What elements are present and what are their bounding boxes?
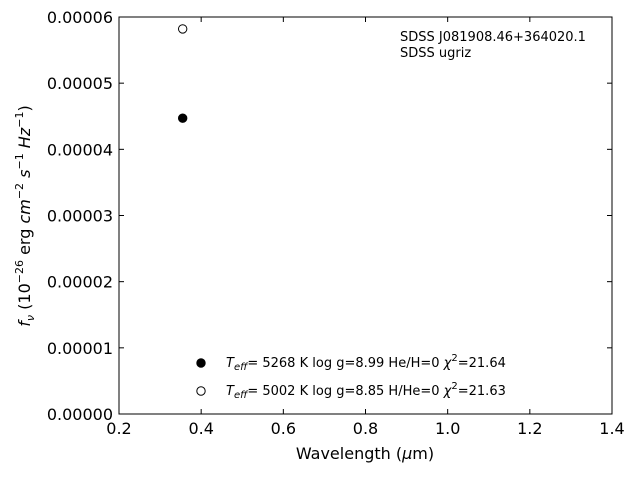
y-tick-label: 0.00000 [47, 405, 113, 424]
x-axis-label: Wavelength (μm) [296, 444, 434, 463]
y-axis-label: fν (10−26 erg cm−2 s−1 Hz−1) [13, 105, 37, 326]
legend-1-params: log g=8.99 He/H=0 [312, 356, 439, 371]
y-ticks: 0.00000 0.00001 0.00002 0.00003 0.00004 0.000… [47, 8, 612, 424]
legend-2-teff: 5002 [262, 384, 295, 399]
x-tick-label: 0.4 [188, 419, 213, 438]
photometry-annotation: SDSS ugriz [400, 46, 471, 61]
legend-1-teff: 5268 [262, 356, 295, 371]
plot-frame [118, 16, 613, 415]
legend-entry-1: Teff= 5268 K log g=8.99 He/H=0 χ2=21.64 [226, 353, 506, 373]
x-ticks: 0.2 0.4 0.6 0.8 1.0 1.2 1.4 [106, 17, 625, 438]
x-tick-label: 1.4 [599, 419, 624, 438]
legend: Teff= 5268 K log g=8.99 He/H=0 χ2=21.64 … [196, 353, 506, 401]
legend-marker-open [196, 386, 206, 396]
legend-1-chi2: 21.64 [469, 356, 506, 371]
y-tick-label: 0.00006 [47, 8, 113, 27]
legend-marker-filled [196, 358, 206, 368]
y-tick-label: 0.00003 [47, 207, 113, 226]
object-name-annotation: SDSS J081908.46+364020.1 [400, 30, 586, 45]
y-tick-label: 0.00005 [47, 74, 113, 93]
legend-2-params: log g=8.85 H/He=0 [312, 384, 439, 399]
x-tick-label: 1.0 [435, 419, 460, 438]
legend-entry-2: Teff= 5002 K log g=8.85 H/He=0 χ2=21.63 [226, 381, 506, 401]
x-tick-label: 0.6 [271, 419, 296, 438]
legend-2-chi2: 21.63 [469, 384, 506, 399]
data-point-filled [177, 113, 188, 123]
x-tick-label: 0.2 [106, 419, 131, 438]
y-tick-label: 0.00002 [47, 273, 113, 292]
x-tick-label: 0.8 [353, 419, 378, 438]
data-points [177, 24, 188, 123]
y-tick-label: 0.00004 [47, 140, 113, 159]
x-tick-label: 1.2 [517, 419, 542, 438]
y-tick-label: 0.00001 [47, 339, 113, 358]
data-point-open [177, 24, 188, 34]
